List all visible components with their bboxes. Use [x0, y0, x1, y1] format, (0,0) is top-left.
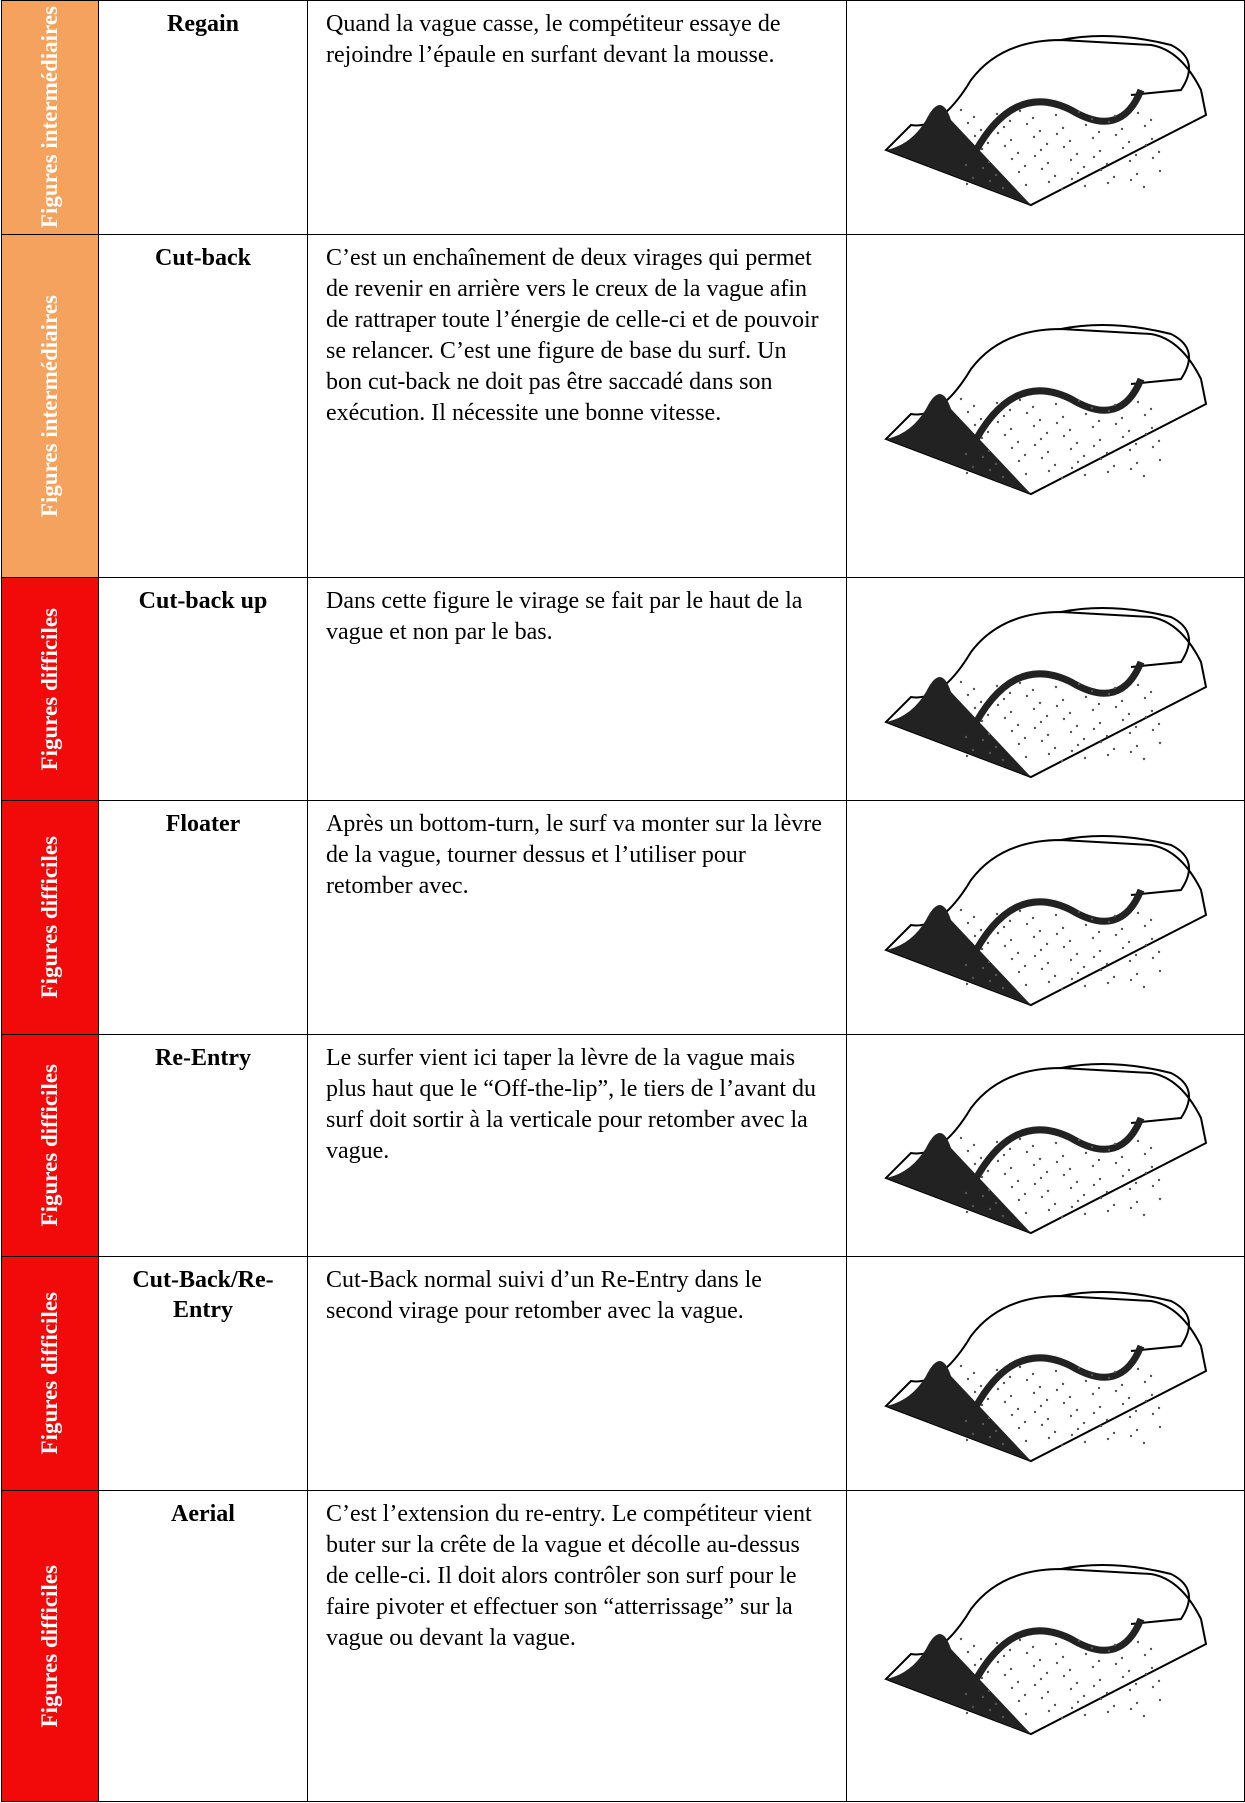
figure-description: Quand la vague casse, le compétiteur ess… [307, 0, 847, 235]
figure-name: Regain [98, 0, 308, 235]
category-label: Figures intermédiaires [37, 294, 62, 518]
illustration-cell [846, 0, 1245, 235]
wave-illustration [883, 1063, 1207, 1235]
category-label: Figures difficiles [37, 607, 62, 771]
table-row: Figures difficiles Cut-Back/Re-Entry Cut-B… [1, 1256, 1245, 1491]
figure-name: Aerial [98, 1490, 308, 1802]
figure-name: Re-Entry [98, 1034, 308, 1257]
figure-name: Cut-back [98, 234, 308, 578]
category-cell: Figures difficiles [1, 1034, 99, 1257]
illustration-cell [846, 800, 1245, 1035]
table-row: Figures difficiles Cut-back up Dans cette … [1, 577, 1245, 801]
category-label: Figures difficiles [37, 836, 62, 999]
wave-illustration [883, 835, 1207, 1007]
figure-description: Le surfer vient ici taper la lèvre de la… [307, 1034, 847, 1257]
figure-name: Cut-back up [98, 577, 308, 801]
wave-illustration [883, 1563, 1207, 1735]
category-label: Figures difficiles [37, 1064, 62, 1227]
category-label: Figures difficiles [37, 1292, 62, 1455]
wave-illustration [883, 35, 1207, 207]
figure-name: Cut-Back/Re-Entry [98, 1256, 308, 1491]
wave-illustration [883, 1291, 1207, 1463]
figure-description: C’est un enchaînement de deux virages qu… [307, 234, 847, 578]
category-cell: Figures difficiles [1, 1490, 99, 1802]
category-cell: Figures difficiles [1, 800, 99, 1035]
illustration-cell [846, 1490, 1245, 1802]
table-row: Figures difficiles Floater Après un bottom… [1, 800, 1245, 1035]
table-row: Figures difficiles Re-Entry Le surfer vien… [1, 1034, 1245, 1257]
figure-name: Floater [98, 800, 308, 1035]
illustration-cell [846, 1256, 1245, 1491]
table-row: Figures difficiles Aerial C’est l’extensio… [1, 1490, 1245, 1802]
table-row: Figures intermédiaires Cut-back C’est un e… [1, 234, 1245, 578]
category-cell: Figures difficiles [1, 1256, 99, 1491]
wave-illustration [883, 606, 1207, 778]
category-cell: Figures intermédiaires [1, 234, 99, 578]
figure-description: C’est l’extension du re-entry. Le compét… [307, 1490, 847, 1802]
wave-illustration [883, 323, 1207, 495]
illustration-cell [846, 234, 1245, 578]
illustration-cell [846, 1034, 1245, 1257]
table-row: Figures intermédiaires Regain Quand la vag… [1, 0, 1245, 235]
figure-description: Cut-Back normal suivi d’un Re-Entry dans… [307, 1256, 847, 1491]
category-label: Figures difficiles [37, 1564, 62, 1728]
category-label: Figures intermédiaires [37, 6, 62, 229]
figure-description: Dans cette figure le virage se fait par … [307, 577, 847, 801]
category-cell: Figures intermédiaires [1, 0, 99, 235]
figure-description: Après un bottom-turn, le surf va monter … [307, 800, 847, 1035]
illustration-cell [846, 577, 1245, 801]
category-cell: Figures difficiles [1, 577, 99, 801]
